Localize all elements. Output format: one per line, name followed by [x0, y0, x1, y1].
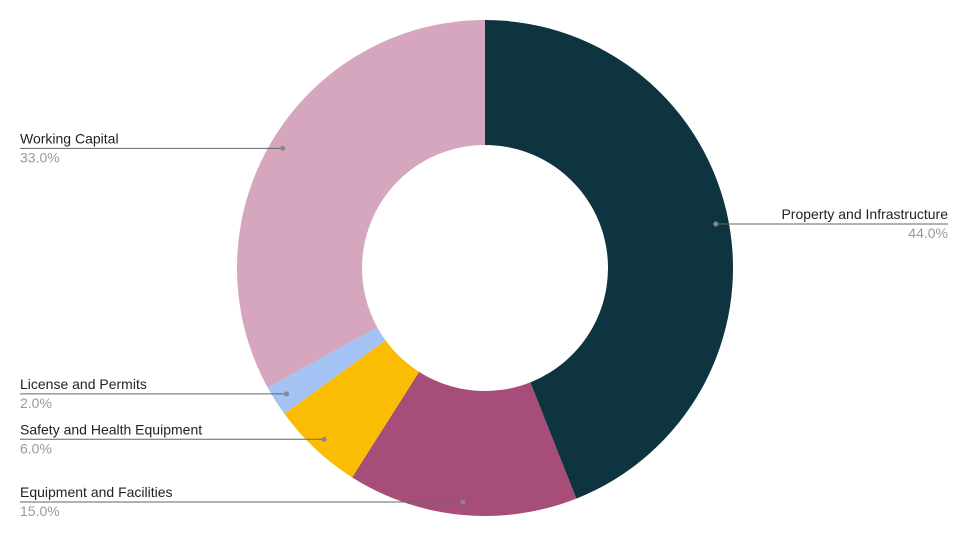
leader-dot — [460, 499, 466, 505]
leader-dot — [321, 436, 327, 442]
slice-label: Equipment and Facilities — [20, 484, 173, 500]
slice — [352, 371, 577, 516]
value-label: 15.0% — [20, 503, 60, 519]
leader-dot — [713, 221, 719, 227]
slice-label: Working Capital — [20, 130, 119, 146]
slice-label: Property and Infrastructure — [781, 206, 948, 222]
slice — [237, 20, 485, 388]
slice-label: Safety and Health Equipment — [20, 421, 202, 437]
value-label: 2.0% — [20, 395, 52, 411]
slice-label: License and Permits — [20, 376, 147, 392]
value-label: 6.0% — [20, 440, 52, 456]
leader-dot — [284, 391, 290, 397]
slice — [267, 327, 386, 414]
value-label: 33.0% — [20, 149, 60, 165]
leader-dot — [280, 145, 286, 151]
slice — [485, 20, 733, 499]
value-label: 44.0% — [908, 225, 948, 241]
slice — [284, 340, 420, 478]
